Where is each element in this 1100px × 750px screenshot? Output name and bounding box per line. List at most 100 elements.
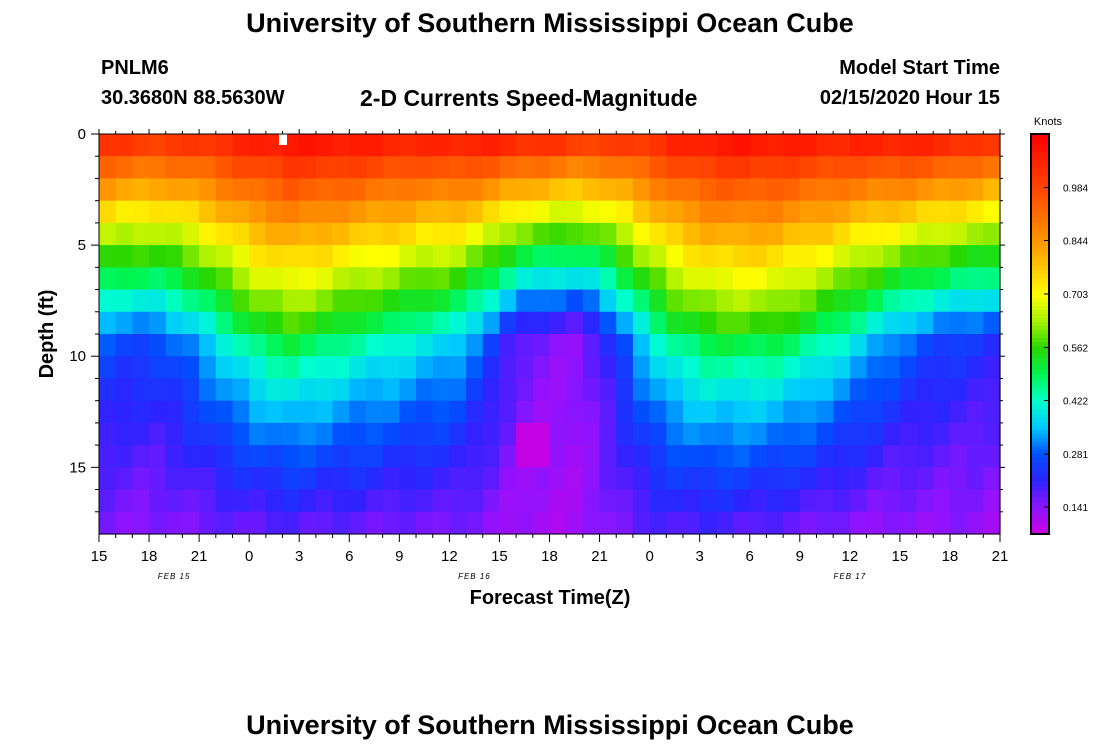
heatmap-cell bbox=[99, 222, 117, 246]
y-tick-label: 5 bbox=[78, 237, 86, 254]
heatmap-cell bbox=[616, 311, 634, 335]
heatmap-cell bbox=[949, 400, 968, 424]
colorbar-segment bbox=[1031, 438, 1049, 443]
heatmap-cell bbox=[516, 289, 534, 313]
heatmap-cell bbox=[733, 200, 751, 224]
heatmap-cell bbox=[232, 489, 250, 513]
heatmap-cell bbox=[699, 334, 717, 357]
colorbar-segment bbox=[1031, 502, 1049, 507]
heatmap-cell bbox=[816, 222, 834, 246]
heatmap-cell bbox=[699, 178, 717, 202]
heatmap-cell bbox=[566, 334, 584, 357]
heatmap-cell bbox=[949, 445, 968, 468]
heatmap-cell bbox=[315, 378, 334, 402]
heatmap-cell bbox=[966, 400, 984, 424]
heatmap-cell bbox=[365, 489, 384, 513]
heatmap-cell bbox=[149, 245, 167, 268]
x-tick-label: 21 bbox=[191, 548, 208, 565]
heatmap-cell bbox=[849, 356, 868, 380]
heatmap-cell bbox=[215, 267, 234, 291]
heatmap-cell bbox=[549, 422, 567, 446]
heatmap-cell bbox=[649, 422, 667, 446]
heatmap-cell bbox=[899, 267, 918, 291]
heatmap-cell bbox=[382, 400, 400, 424]
heatmap-cell bbox=[716, 245, 734, 268]
heatmap-cell bbox=[632, 267, 651, 291]
heatmap-cell bbox=[899, 489, 918, 513]
heatmap-cell bbox=[766, 356, 784, 380]
heatmap-cell bbox=[532, 200, 551, 224]
heatmap-cell bbox=[349, 311, 367, 335]
heatmap-cell bbox=[466, 156, 484, 180]
heatmap-cell bbox=[849, 134, 868, 157]
heatmap-cell bbox=[532, 222, 551, 246]
heatmap-cell bbox=[516, 200, 534, 224]
heatmap-cell bbox=[299, 378, 317, 402]
heatmap-cell bbox=[132, 178, 150, 202]
heatmap-cell bbox=[916, 178, 934, 202]
heatmap-cell bbox=[516, 156, 534, 180]
heatmap-cell bbox=[649, 289, 667, 313]
x-tick-label: 6 bbox=[746, 548, 754, 565]
colorbar-segment bbox=[1031, 394, 1049, 399]
heatmap-cell bbox=[115, 222, 133, 246]
colorbar-segment bbox=[1031, 246, 1049, 251]
heatmap-cell bbox=[432, 489, 450, 513]
heatmap-cell bbox=[149, 356, 167, 380]
heatmap-cell bbox=[282, 467, 300, 491]
heatmap-cell bbox=[566, 134, 584, 157]
heatmap-cell bbox=[733, 422, 751, 446]
heatmap-cell bbox=[466, 200, 484, 224]
heatmap-cell bbox=[582, 511, 601, 535]
heatmap-cell bbox=[716, 511, 734, 535]
heatmap-cell bbox=[983, 445, 1001, 468]
heatmap-cell bbox=[199, 467, 217, 491]
colorbar-segment bbox=[1031, 134, 1049, 139]
heatmap-cell bbox=[165, 267, 184, 291]
heatmap-cell bbox=[265, 267, 284, 291]
heatmap-cell bbox=[816, 445, 834, 468]
heatmap-cell bbox=[883, 378, 901, 402]
heatmap-cell bbox=[816, 245, 834, 268]
heatmap-cell bbox=[933, 156, 951, 180]
heatmap-cell bbox=[282, 289, 300, 313]
heatmap-cell bbox=[482, 511, 501, 535]
x-tick-label: 6 bbox=[345, 548, 353, 565]
heatmap-cell bbox=[549, 289, 567, 313]
x-tick-label: 15 bbox=[91, 548, 108, 565]
colorbar-segment bbox=[1031, 518, 1049, 523]
heatmap-cell bbox=[749, 289, 768, 313]
heatmap-cell bbox=[99, 334, 117, 357]
heatmap-cell bbox=[716, 200, 734, 224]
heatmap-cell bbox=[132, 289, 150, 313]
heatmap-cell bbox=[733, 445, 751, 468]
heatmap-cell bbox=[416, 222, 434, 246]
heatmap-cell bbox=[215, 489, 234, 513]
heatmap-cell bbox=[449, 222, 467, 246]
colorbar-segment bbox=[1031, 402, 1049, 407]
heatmap-cell bbox=[516, 334, 534, 357]
heatmap-cell bbox=[899, 334, 918, 357]
heatmap-cell bbox=[766, 200, 784, 224]
heatmap-cell bbox=[566, 400, 584, 424]
heatmap-cell bbox=[349, 378, 367, 402]
heatmap-cell bbox=[532, 467, 551, 491]
heatmap-cell bbox=[215, 222, 234, 246]
heatmap-cell bbox=[449, 245, 467, 268]
heatmap-cell bbox=[899, 156, 918, 180]
heatmap-cell bbox=[349, 245, 367, 268]
heatmap-cell bbox=[349, 511, 367, 535]
heatmap-cell bbox=[916, 245, 934, 268]
heatmap-cell bbox=[783, 245, 801, 268]
heatmap-cell bbox=[966, 422, 984, 446]
heatmap-cell bbox=[549, 356, 567, 380]
heatmap-cell bbox=[149, 445, 167, 468]
heatmap-cell bbox=[215, 400, 234, 424]
model-start-label: Model Start Time bbox=[839, 57, 1000, 79]
heatmap-cell bbox=[582, 445, 601, 468]
heatmap-cell bbox=[799, 222, 818, 246]
heatmap-cell bbox=[299, 178, 317, 202]
heatmap-cell bbox=[382, 356, 400, 380]
heatmap-cell bbox=[282, 222, 300, 246]
heatmap-cell bbox=[716, 467, 734, 491]
